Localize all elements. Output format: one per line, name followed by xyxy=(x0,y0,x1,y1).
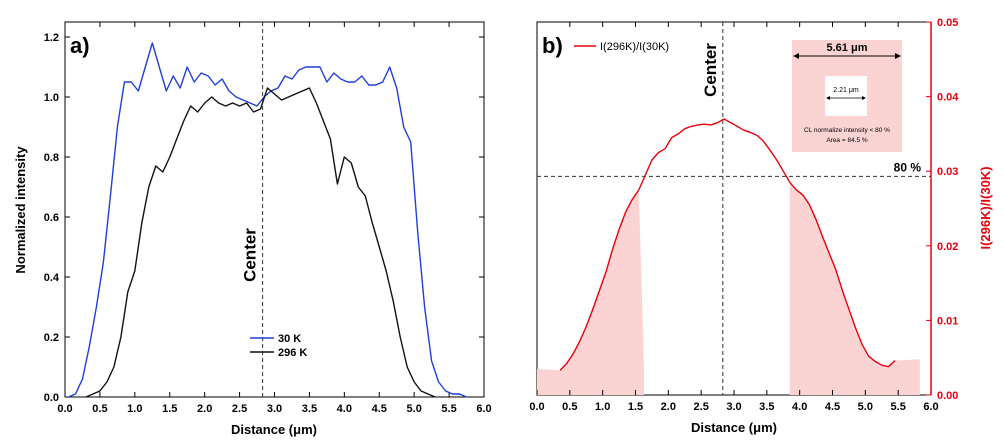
panel-a: 0.0 0.5 1.0 1.5 2.0 2.5 3.0 3.5 4.0 4.5 5.0 5.5 6.0 0… xyxy=(13,21,492,437)
panel-b-inset: 5.61 μm 2.21 μm CL normalize intensity <… xyxy=(792,40,902,152)
y-tick-label: 0.04 xyxy=(937,92,959,104)
x-tick-label: 5.5 xyxy=(891,401,906,413)
y-tick-label: 0.4 xyxy=(44,272,60,284)
x-tick-label: 1.0 xyxy=(127,403,142,415)
y-tick-label: 0.01 xyxy=(937,315,958,327)
x-tick-label: 2.5 xyxy=(694,401,709,413)
y-tick-label: 0.2 xyxy=(44,332,59,344)
panel-a-xlabel: Distance (μm) xyxy=(231,422,317,437)
x-tick-label: 3.0 xyxy=(267,403,282,415)
panel-a-center-label: Center xyxy=(241,228,260,282)
panel-b-ylabel: I(296K)/I(30K) xyxy=(978,166,993,249)
series-line-i-296k-i-30k- xyxy=(559,118,896,371)
x-tick-label: 5.0 xyxy=(858,401,873,413)
inset-inner-label: 2.21 μm xyxy=(833,87,859,94)
panel-a-ticks: 0.0 0.5 1.0 1.5 2.0 2.5 3.0 3.5 4.0 4.5 5.0 5.5 6.0 0… xyxy=(44,22,492,415)
x-tick-label: 1.0 xyxy=(595,401,610,413)
shaded-region xyxy=(789,182,920,395)
series-line-296-k xyxy=(85,87,436,398)
inset-inner-arrowhead-left xyxy=(826,96,830,100)
x-tick-label: 0.0 xyxy=(529,401,544,413)
y-tick-label: 0.0 xyxy=(44,392,59,404)
x-tick-label: 6.0 xyxy=(923,401,938,413)
panel-a-label: a) xyxy=(70,33,90,58)
inset-caption-1: CL normalize intensity < 80 % xyxy=(804,127,890,134)
x-tick-label: 0.5 xyxy=(92,403,107,415)
panel-b-ticks: 0.0 0.5 1.0 1.5 2.0 2.5 3.0 3.5 4.0 4.5 5.0 5.5 6.00… xyxy=(529,17,959,413)
inset-inner-arrowhead-right xyxy=(862,96,866,100)
y-tick-label: 0.02 xyxy=(937,241,958,253)
x-tick-label: 4.0 xyxy=(337,403,352,415)
panel-b-xlabel: Distance (μm) xyxy=(691,420,777,435)
legend-ratio-label: I(296K)/I(30K) xyxy=(600,41,669,53)
panel-b-legend: I(296K)/I(30K) xyxy=(574,41,669,53)
shaded-region xyxy=(537,189,645,395)
panel-a-frame xyxy=(64,21,485,398)
inset-outer-arrowhead-left xyxy=(793,53,799,59)
inset-outer-label: 5.61 μm xyxy=(827,42,868,54)
x-tick-label: 1.5 xyxy=(628,401,643,413)
x-tick-label: 2.0 xyxy=(197,403,212,415)
panel-b-center-label: Center xyxy=(701,43,720,97)
inset-caption-2: Area = 84.5 % xyxy=(826,137,868,144)
panel-b-shaded-regions xyxy=(537,182,920,395)
legend-30k-label: 30 K xyxy=(278,333,301,345)
x-tick-label: 5.5 xyxy=(441,403,456,415)
legend-296k-label: 296 K xyxy=(278,347,307,359)
x-tick-label: 3.5 xyxy=(759,401,774,413)
x-tick-label: 4.0 xyxy=(792,401,807,413)
inset-outer-arrowhead-right xyxy=(895,53,901,59)
panel-b-series xyxy=(559,118,896,371)
x-tick-label: 1.5 xyxy=(162,403,177,415)
panel-b-label: b) xyxy=(542,33,563,58)
y-tick-label: 0.00 xyxy=(937,390,958,402)
x-tick-label: 2.0 xyxy=(661,401,676,413)
y-tick-label: 0.8 xyxy=(44,152,59,164)
y-tick-label: 0.03 xyxy=(937,166,958,178)
x-tick-label: 4.5 xyxy=(372,403,387,415)
panel-a-legend: 30 K 296 K xyxy=(250,333,307,359)
inset-inner-region xyxy=(825,76,867,116)
panel-b-threshold-label: 80 % xyxy=(894,160,922,174)
y-tick-label: 0.6 xyxy=(44,212,59,224)
x-tick-label: 3.0 xyxy=(726,401,741,413)
x-tick-label: 0.0 xyxy=(57,403,72,415)
panel-b: 5.61 μm 2.21 μm CL normalize intensity <… xyxy=(529,17,993,435)
x-tick-label: 2.5 xyxy=(232,403,247,415)
panel-a-ylabel: Normalized intensity xyxy=(13,146,28,274)
y-tick-label: 1.0 xyxy=(44,92,59,104)
x-tick-label: 3.5 xyxy=(302,403,317,415)
y-tick-label: 1.2 xyxy=(44,32,59,44)
x-tick-label: 5.0 xyxy=(407,403,422,415)
x-tick-label: 6.0 xyxy=(476,403,491,415)
panel-a-series xyxy=(68,42,467,398)
y-tick-label: 0.05 xyxy=(937,17,958,29)
x-tick-label: 4.5 xyxy=(825,401,840,413)
x-tick-label: 0.5 xyxy=(562,401,577,413)
series-line-30-k xyxy=(68,42,467,398)
